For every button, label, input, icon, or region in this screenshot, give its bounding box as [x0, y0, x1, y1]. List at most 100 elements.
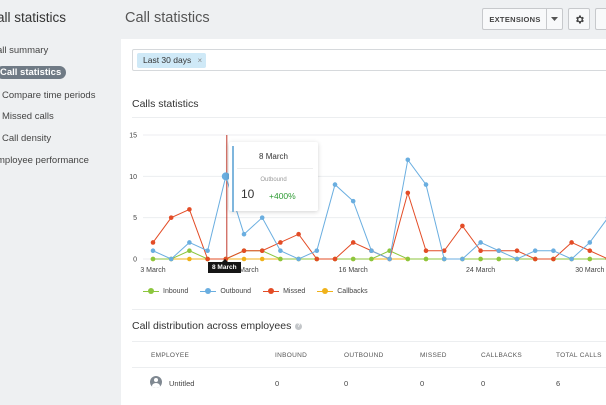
cell-total-calls: 6 — [556, 379, 561, 388]
tooltip-accent-bar — [232, 146, 234, 212]
data-point-missed — [278, 240, 283, 245]
data-point-outbound — [150, 248, 156, 254]
filter-tag-label: Last 30 days — [143, 55, 192, 65]
filter-bar[interactable]: Last 30 days × — [132, 49, 606, 71]
data-point-missed — [350, 240, 356, 245]
cell-inbound: 0 — [275, 379, 280, 388]
data-point-inbound — [423, 256, 429, 262]
section-divider — [132, 341, 606, 342]
sidebar-item-call-density[interactable]: Call density — [2, 133, 52, 144]
filter-tag-last-30-days[interactable]: Last 30 days × — [137, 53, 207, 68]
series-line-missed — [152, 191, 606, 260]
legend-item-inbound[interactable]: Inbound — [143, 285, 188, 297]
y-tick-label: 0 — [133, 257, 137, 264]
data-point-missed — [332, 256, 338, 262]
data-point-missed — [514, 248, 520, 254]
legend-marker — [317, 287, 334, 295]
help-icon[interactable]: ? — [295, 322, 303, 330]
avatar — [150, 376, 162, 388]
data-point-inbound — [369, 256, 374, 262]
data-point-outbound — [551, 248, 556, 254]
data-point-missed — [460, 223, 465, 229]
cell-outbound: 0 — [344, 379, 349, 388]
data-point-outbound — [532, 248, 538, 254]
calls-statistics-title: Calls statistics — [132, 98, 199, 110]
chart-legend: Inbound Outbound Missed Callbacks — [143, 285, 368, 297]
legend-marker — [263, 287, 280, 295]
extensions-dropdown-toggle[interactable] — [546, 8, 563, 30]
data-point-outbound — [168, 256, 174, 262]
more-button[interactable] — [595, 8, 606, 30]
legend-item-outbound[interactable]: Outbound — [200, 285, 251, 297]
cell-missed: 0 — [420, 379, 425, 388]
column-header-employee[interactable]: EMPLOYEE — [151, 352, 190, 359]
data-point-callbacks — [187, 256, 192, 262]
data-point-missed — [532, 256, 538, 262]
tooltip-value: 10 — [241, 187, 255, 201]
gear-icon — [575, 15, 584, 23]
sidebar-item-missed-calls[interactable]: Missed calls — [2, 111, 54, 122]
distribution-title: Call distribution across employees ? — [132, 320, 303, 332]
cell-callbacks: 0 — [481, 379, 486, 388]
sidebar-item-employee-performance[interactable]: mployee performance — [0, 155, 89, 166]
legend-item-callbacks[interactable]: Callbacks — [317, 285, 368, 297]
chart-tooltip: 8 March Outbound 10 +400% — [229, 142, 318, 212]
calls-chart: 0 5 10 15 3 March 10 March 16 March 24 March 30 … — [129, 133, 606, 274]
x-tick-label: 16 March — [339, 267, 368, 274]
x-tick-label: 30 March — [575, 267, 604, 274]
data-point-missed — [405, 190, 411, 196]
legend-label: Outbound — [220, 287, 252, 295]
data-point-outbound — [441, 256, 447, 262]
crosshair-date-flag: 8 March — [208, 259, 241, 273]
tooltip-divider — [237, 168, 313, 169]
data-point-inbound — [478, 256, 483, 262]
sidebar-item-compare-time-periods[interactable]: Compare time periods — [2, 90, 96, 101]
legend-marker — [200, 287, 217, 295]
data-point-missed — [259, 248, 265, 254]
data-point-outbound — [221, 172, 230, 181]
tooltip-date: 8 March — [259, 152, 288, 161]
close-icon[interactable]: × — [197, 56, 203, 65]
data-point-inbound — [278, 256, 283, 262]
data-point-outbound — [205, 248, 210, 254]
data-point-missed — [241, 248, 247, 254]
sidebar-title: all statistics — [0, 10, 67, 25]
data-point-inbound — [350, 256, 356, 262]
data-point-missed — [296, 231, 301, 237]
data-point-outbound — [387, 256, 392, 262]
sidebar-item-call-statistics[interactable]: Call statistics — [0, 66, 67, 79]
data-point-outbound — [369, 248, 374, 254]
sidebar-item-call-summary[interactable]: all summary — [0, 45, 49, 56]
y-tick-label: 5 — [133, 215, 137, 222]
x-tick-label: 24 March — [466, 267, 495, 274]
settings-button[interactable] — [568, 8, 590, 30]
column-header-outbound[interactable]: OUTBOUND — [344, 352, 384, 359]
legend-label: Callbacks — [337, 287, 368, 295]
data-point-missed — [187, 207, 192, 212]
data-point-outbound — [496, 248, 502, 254]
column-header-total-calls[interactable]: TOTAL CALLS — [556, 352, 602, 359]
extensions-button[interactable]: EXTENSIONS — [482, 8, 547, 30]
data-point-missed — [150, 240, 156, 245]
data-point-outbound — [587, 240, 593, 245]
column-header-callbacks[interactable]: CALLBACKS — [481, 352, 522, 359]
data-point-missed — [478, 248, 483, 254]
data-point-inbound — [405, 256, 411, 262]
legend-marker — [143, 287, 159, 295]
data-point-inbound — [150, 256, 156, 262]
data-point-missed — [168, 215, 174, 220]
data-point-missed — [205, 256, 210, 262]
legend-item-missed[interactable]: Missed — [263, 285, 305, 297]
data-point-outbound — [314, 248, 320, 254]
employee-name: Untitled — [169, 379, 195, 388]
data-point-outbound — [241, 231, 247, 237]
data-point-outbound — [460, 256, 465, 262]
column-header-missed[interactable]: MISSED — [420, 352, 447, 359]
page-title: Call statistics — [125, 10, 210, 26]
distribution-title-text: Call distribution across employees — [132, 320, 292, 332]
table-header-divider — [132, 367, 606, 368]
column-header-inbound[interactable]: INBOUND — [275, 352, 308, 359]
data-point-outbound — [259, 215, 265, 220]
data-point-outbound — [569, 256, 574, 262]
sidebar: all statistics all summary Call statisti… — [0, 0, 120, 405]
